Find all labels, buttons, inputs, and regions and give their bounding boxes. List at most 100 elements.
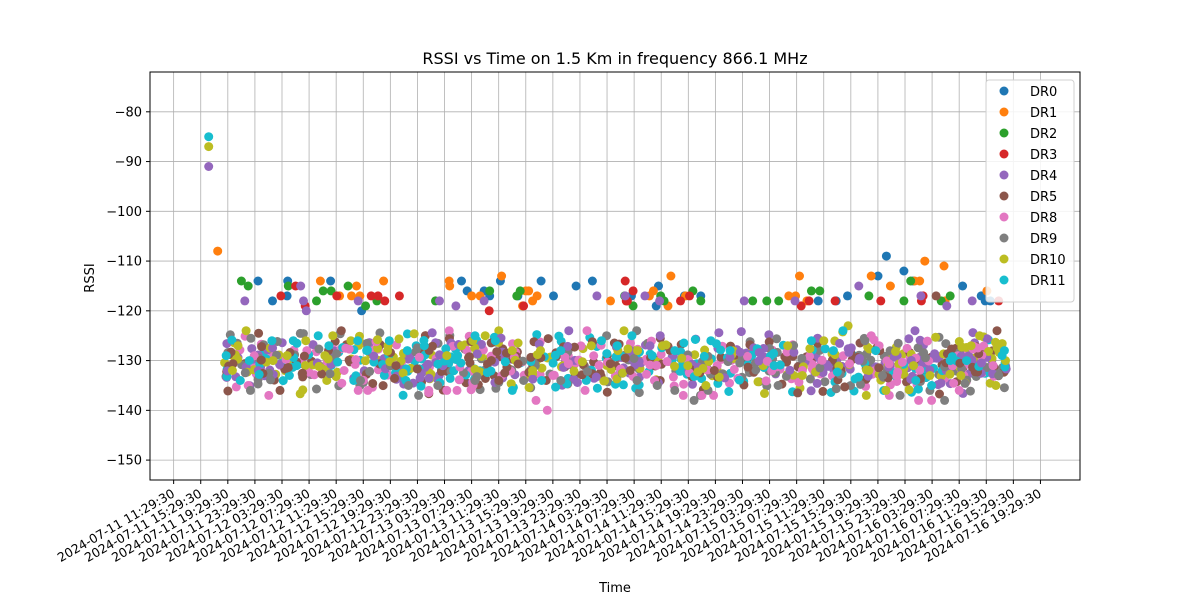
data-point <box>941 339 951 349</box>
data-point-dr1 <box>920 256 930 266</box>
y-tick-label: −100 <box>106 205 142 220</box>
data-point-dr3 <box>276 291 286 301</box>
data-point-dr1 <box>467 291 477 301</box>
data-point-dr4 <box>451 301 461 311</box>
data-point-dr9 <box>895 390 905 400</box>
data-point-dr10 <box>633 346 643 356</box>
data-point <box>317 369 327 379</box>
data-point-dr10 <box>328 331 338 341</box>
data-point-dr2 <box>762 296 772 306</box>
data-point <box>254 328 264 338</box>
data-point <box>642 369 651 379</box>
data-point <box>820 377 830 387</box>
data-point <box>629 354 639 363</box>
data-point <box>373 335 382 345</box>
data-point-dr8 <box>442 385 452 395</box>
data-point <box>477 339 486 349</box>
data-point-dr3 <box>876 296 886 306</box>
data-point-dr5 <box>494 376 504 385</box>
data-point <box>915 365 925 375</box>
data-point <box>365 366 375 376</box>
legend-label: DR2 <box>1030 127 1057 142</box>
data-point <box>583 367 592 376</box>
data-point-dr11 <box>769 361 779 371</box>
data-point-dr9 <box>940 395 950 405</box>
data-point <box>679 379 689 389</box>
data-point-dr10 <box>991 381 1001 390</box>
data-point <box>764 330 774 340</box>
data-point <box>349 376 359 385</box>
data-point <box>645 360 655 370</box>
data-point-dr10 <box>864 366 874 375</box>
data-point <box>592 383 602 393</box>
dense-points-layer <box>220 326 1011 400</box>
data-point <box>543 334 553 344</box>
data-point <box>253 379 263 389</box>
data-point <box>398 368 408 378</box>
data-point <box>751 365 761 375</box>
legend-marker <box>999 233 1009 243</box>
data-point <box>854 355 864 365</box>
data-point-dr8 <box>697 390 707 400</box>
data-point-dr5 <box>336 326 346 336</box>
data-point <box>893 338 903 348</box>
data-point <box>428 341 437 351</box>
data-point <box>444 326 454 336</box>
legend-label: DR10 <box>1030 253 1066 268</box>
data-point <box>677 353 687 363</box>
data-point <box>394 334 404 344</box>
data-point <box>247 344 257 354</box>
data-point <box>668 372 678 382</box>
data-point-dr2 <box>815 286 825 296</box>
data-point <box>435 350 444 360</box>
data-point <box>506 379 516 389</box>
data-point-dr11 <box>419 341 429 351</box>
legend-marker <box>999 107 1009 117</box>
data-point <box>423 359 433 369</box>
data-point-dr10 <box>701 381 711 390</box>
data-point <box>897 357 907 367</box>
data-point-dr4 <box>296 281 306 291</box>
legend-label: DR11 <box>1030 274 1066 289</box>
data-point <box>524 383 534 392</box>
data-point-dr1 <box>352 281 361 291</box>
data-point-dr0 <box>549 291 558 301</box>
data-point-dr3 <box>373 291 383 301</box>
data-point <box>427 328 437 338</box>
legend-label: DR3 <box>1030 148 1057 163</box>
data-point <box>805 344 815 354</box>
data-point <box>433 359 443 369</box>
data-point <box>984 347 993 356</box>
data-point-dr11 <box>204 132 214 142</box>
data-point <box>754 348 764 358</box>
data-point <box>714 372 724 382</box>
data-point-dr11 <box>453 351 463 361</box>
data-point <box>298 329 308 339</box>
y-tick-label: −130 <box>106 354 142 369</box>
data-point <box>456 358 466 368</box>
data-point <box>414 352 424 362</box>
data-point <box>690 335 700 344</box>
data-point-dr2 <box>515 286 525 296</box>
data-point <box>734 375 744 385</box>
data-point-dr4 <box>739 296 749 306</box>
data-point <box>360 356 370 366</box>
data-point-dr8 <box>424 385 434 395</box>
data-point-dr2 <box>312 296 321 306</box>
data-point-dr9 <box>519 376 529 385</box>
data-point-dr2 <box>806 286 816 296</box>
data-point-dr9 <box>652 381 662 390</box>
data-point-dr2 <box>864 291 874 301</box>
data-point-dr0 <box>813 296 823 306</box>
data-point <box>409 329 419 339</box>
data-point-dr1 <box>606 296 615 306</box>
data-point <box>789 347 799 357</box>
data-point-dr10 <box>507 346 517 356</box>
data-point-dr1 <box>347 291 356 301</box>
data-point-dr3 <box>519 301 529 311</box>
data-point <box>344 344 354 354</box>
data-point <box>602 387 612 397</box>
data-point-dr8 <box>988 361 998 371</box>
data-point <box>735 358 745 368</box>
